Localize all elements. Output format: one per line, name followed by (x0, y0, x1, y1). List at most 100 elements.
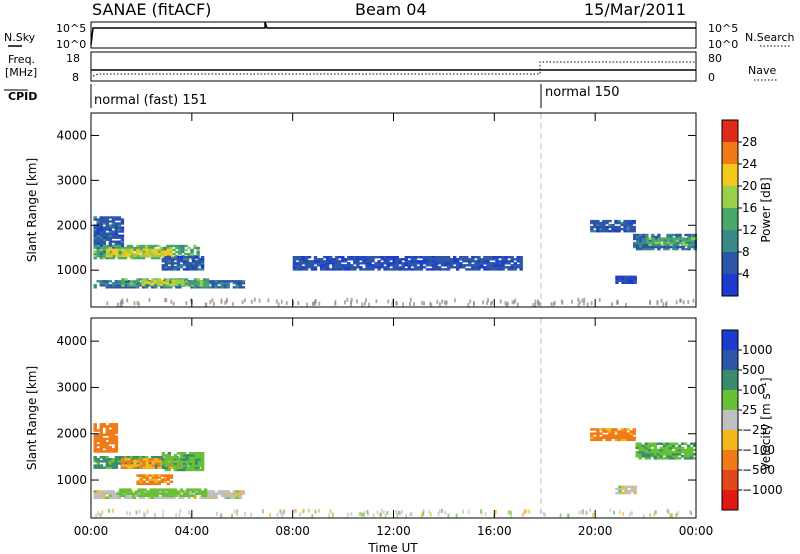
data-cell (615, 275, 619, 278)
data-cell (386, 256, 390, 259)
data-cell (599, 428, 603, 431)
data-cell (238, 280, 243, 283)
data-cell (642, 233, 646, 237)
data-cell (602, 428, 606, 431)
data-cell (681, 245, 685, 249)
data-cell (425, 260, 430, 263)
data-cell (156, 283, 160, 286)
data-cell (647, 455, 651, 458)
data-cell (632, 432, 636, 435)
data-cell (182, 262, 187, 265)
data-cell (208, 492, 212, 495)
data-cell (437, 268, 442, 271)
data-cell (111, 431, 116, 434)
data-cell (292, 258, 297, 261)
data-cell (93, 446, 97, 449)
data-cell (504, 266, 508, 269)
data-cell (108, 240, 112, 243)
data-cell (298, 262, 303, 265)
data-cell (693, 235, 697, 239)
data-cell (693, 453, 697, 456)
data-cell (292, 268, 297, 271)
data-cell (93, 466, 97, 469)
data-cell (651, 239, 655, 242)
data-cell (117, 242, 122, 245)
data-cell (425, 258, 430, 261)
data-cell (356, 262, 360, 265)
data-cell (389, 264, 393, 267)
data-cell (128, 492, 132, 495)
data-cell (114, 431, 119, 434)
data-cell (108, 250, 112, 254)
data-cell (614, 436, 618, 439)
data-cell (602, 219, 606, 223)
data-cell (516, 260, 520, 263)
data-cell (386, 266, 390, 269)
data-cell (199, 284, 204, 287)
data-cell (307, 260, 312, 263)
data-cell (123, 496, 128, 499)
data-cell (465, 260, 469, 263)
data-cell (114, 224, 119, 227)
data-cell (653, 453, 658, 456)
data-cell (683, 450, 688, 454)
data-cell (178, 246, 182, 250)
data-cell (93, 433, 97, 436)
data-cell (124, 252, 128, 256)
data-cell (453, 266, 457, 269)
data-cell (292, 260, 297, 263)
data-cell (687, 247, 691, 251)
data-cell (126, 456, 131, 459)
data-cell (662, 446, 667, 450)
data-cell (99, 494, 103, 497)
data-cell (492, 262, 496, 265)
data-cell (656, 442, 661, 445)
scatter-cell (133, 301, 136, 306)
data-cell (596, 228, 600, 231)
data-cell (440, 268, 445, 271)
data-cell (617, 438, 621, 442)
data-cell (443, 268, 448, 271)
data-cell (211, 282, 215, 285)
data-cell (161, 268, 165, 271)
data-cell (338, 268, 342, 271)
scatter-cell (613, 510, 615, 515)
data-cell (654, 237, 658, 241)
data-cell (226, 496, 230, 499)
scatter-cell (631, 511, 633, 516)
data-cell (114, 230, 119, 233)
data-cell (141, 283, 145, 286)
data-cell (657, 243, 662, 246)
data-cell (434, 266, 439, 269)
data-cell (690, 457, 694, 460)
data-cell (153, 281, 157, 284)
data-cell (626, 230, 630, 233)
data-cell (672, 233, 676, 237)
data-cell (114, 427, 119, 430)
data-cell (93, 460, 97, 463)
data-cell (179, 260, 184, 263)
power-colorbar-tick-label: 28 (742, 135, 757, 149)
data-cell (638, 450, 642, 454)
data-cell (668, 453, 673, 456)
data-cell (102, 284, 106, 287)
data-cell (660, 239, 665, 242)
scatter-cell (687, 300, 690, 304)
data-cell (677, 444, 682, 448)
data-cell (671, 446, 676, 450)
data-cell (486, 264, 490, 267)
nsky-label: N.Sky (4, 31, 36, 44)
scatter-cell (422, 508, 425, 513)
data-cell (99, 282, 103, 285)
data-cell (680, 448, 685, 452)
scatter-cell (205, 302, 208, 307)
data-cell (662, 457, 667, 460)
scatter-cell (409, 301, 411, 306)
data-cell (335, 264, 339, 267)
data-cell (191, 464, 196, 467)
data-cell (157, 250, 161, 254)
data-cell (621, 279, 625, 282)
data-cell (99, 433, 103, 436)
data-cell (602, 430, 606, 433)
data-cell (96, 226, 100, 229)
